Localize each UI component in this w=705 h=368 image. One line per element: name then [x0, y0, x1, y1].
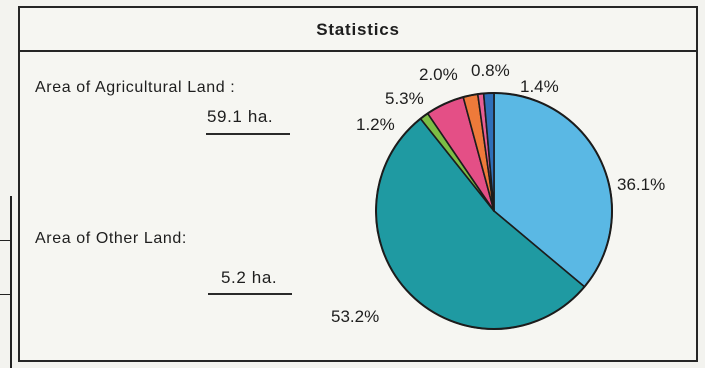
agricultural-land-unit: ha. [247, 107, 274, 126]
other-land-label: Area of Other Land: [35, 230, 187, 247]
pie-outline [375, 92, 613, 330]
outer-table-rule [0, 240, 10, 241]
outer-table-rule [0, 294, 10, 295]
agricultural-land-value: 59.1 [207, 107, 243, 126]
slice-label-7: 1.4% [520, 77, 559, 96]
other-land-value: 5.2 [221, 268, 247, 287]
slice-label-5: 2.0% [419, 65, 458, 84]
slice-label-1: 36.1% [617, 175, 665, 194]
agricultural-underline [206, 133, 290, 135]
other-land-area: 5.2 ha. [221, 268, 277, 288]
other-underline [208, 293, 292, 295]
other-land-unit: ha. [251, 268, 278, 287]
slice-label-4: 5.3% [385, 89, 424, 108]
outer-table-edge [0, 196, 12, 368]
panel-title: Statistics [20, 8, 696, 52]
agricultural-land-label: Area of Agricultural Land : [35, 79, 236, 96]
agricultural-land-area: 59.1 ha. [207, 107, 273, 127]
slice-label-2: 53.2% [331, 307, 379, 326]
slice-label-6: 0.8% [471, 61, 510, 80]
slice-label-3: 1.2% [356, 115, 395, 134]
